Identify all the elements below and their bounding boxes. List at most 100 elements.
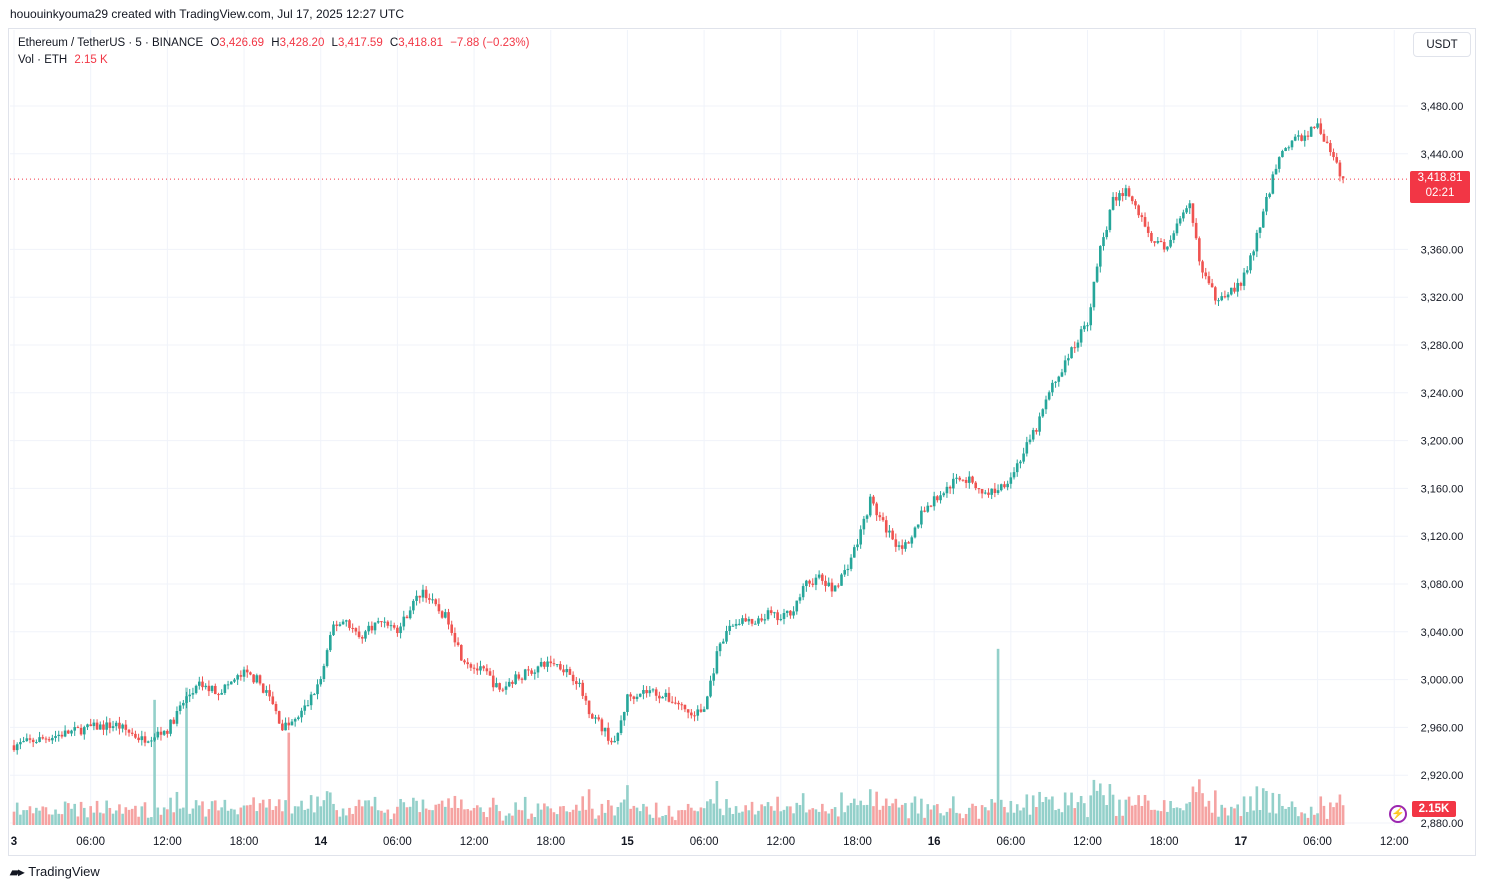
candle-body	[12, 745, 16, 751]
candle-body	[1153, 241, 1156, 243]
last-price-value: 3,418.81	[1417, 172, 1463, 184]
candle-body	[300, 710, 303, 718]
volume-bar	[1338, 794, 1342, 825]
volume-bar	[862, 805, 866, 825]
volume-bar	[584, 809, 588, 825]
legend-high-value: 3,428.20	[279, 37, 325, 49]
time-tick-label: 18:00	[843, 836, 872, 848]
candle-body	[734, 623, 738, 626]
time-axis: 3 06:00 12:00 18:00 14 06:00 12:00 18:00 15 06:00…	[11, 836, 1409, 848]
candle-body	[252, 674, 255, 683]
volume-bar	[73, 803, 77, 825]
volume-bar	[728, 807, 731, 825]
volume-bar	[1293, 807, 1297, 825]
volume-bar	[1015, 804, 1019, 825]
candle-body	[606, 727, 610, 741]
candle-body	[546, 661, 549, 667]
volume-bar	[677, 810, 680, 825]
candle-body	[782, 612, 786, 619]
volume-bar	[974, 805, 977, 825]
price-tick-label: 2,960.00	[1421, 722, 1464, 734]
volume-bar	[127, 809, 131, 825]
candle-body	[1044, 399, 1048, 410]
candle-body	[290, 721, 294, 726]
volume-bar	[977, 818, 981, 825]
volume-bar	[47, 814, 51, 825]
candle-body	[987, 492, 990, 495]
volume-bar	[60, 814, 64, 825]
volume-bar	[987, 810, 990, 825]
volume-bar	[578, 810, 581, 825]
candle-body	[1319, 123, 1323, 134]
candle-body	[952, 478, 955, 489]
volume-bar	[287, 732, 291, 825]
candle-body	[185, 696, 188, 703]
volume-bar	[565, 811, 569, 825]
tradingview-brand[interactable]: ▰▸ TradingView	[10, 864, 100, 879]
volume-bar	[613, 815, 616, 825]
price-tick-label: 3,320.00	[1421, 292, 1464, 304]
volume-bar	[936, 804, 939, 825]
candle-body	[450, 624, 454, 633]
price-tick-label: 2,920.00	[1421, 770, 1464, 782]
candle-body	[1047, 392, 1051, 400]
candle-body	[1300, 135, 1303, 141]
candle-body	[82, 727, 86, 735]
volume-bar	[1319, 796, 1323, 825]
candle-body	[814, 577, 818, 585]
candle-body	[1038, 416, 1041, 432]
volume-bar	[1003, 806, 1006, 825]
candle-body	[862, 518, 866, 530]
volume-bar	[766, 802, 770, 825]
candle-body	[249, 672, 252, 675]
volume-bar	[872, 806, 875, 825]
candle-body	[568, 669, 572, 675]
candle-body	[63, 730, 67, 737]
candle-body	[1341, 176, 1345, 179]
volume-bar	[674, 820, 677, 825]
candle-body	[424, 589, 428, 599]
candle-body	[638, 693, 642, 697]
candle-body	[904, 542, 907, 549]
candle-body	[897, 545, 901, 547]
candle-body	[543, 661, 546, 667]
candle-body	[1035, 430, 1038, 432]
volume-bar	[920, 798, 923, 825]
candle-body	[284, 722, 287, 731]
candle-body	[1236, 282, 1239, 292]
candle-body	[888, 530, 891, 533]
candle-body	[792, 611, 795, 616]
volume-bar	[980, 805, 984, 825]
candle-body	[1041, 409, 1045, 417]
volume-bar	[475, 805, 479, 825]
volume-bar	[383, 812, 386, 825]
candle-body	[376, 621, 380, 623]
candle-body	[54, 736, 57, 738]
candle-body	[1188, 203, 1192, 209]
candle-body	[929, 505, 933, 507]
candle-body	[744, 618, 747, 622]
candle-body	[824, 580, 827, 586]
volume-bar	[76, 816, 80, 825]
legend-volume-label[interactable]: Vol · ETH	[18, 54, 68, 66]
candle-body	[418, 595, 422, 598]
volume-bar	[552, 812, 556, 825]
volume-bar	[1332, 807, 1335, 825]
volume-bar	[482, 811, 485, 825]
volume-bar	[913, 796, 917, 825]
candle-body	[1306, 135, 1310, 137]
candle-body	[1143, 217, 1147, 227]
volume-bar	[67, 803, 70, 825]
volume-bar	[357, 799, 361, 825]
currency-unit-button[interactable]: USDT	[1413, 32, 1471, 57]
legend-symbol[interactable]: Ethereum / TetherUS · 5 · BINANCE	[18, 37, 204, 49]
candle-body	[70, 730, 73, 734]
volume-bar	[495, 804, 498, 825]
candle-body	[399, 626, 402, 634]
lightning-icon[interactable]: ⚡	[1389, 805, 1407, 823]
volume-bar	[888, 805, 891, 825]
volume-bar	[859, 800, 862, 825]
candle-body	[396, 627, 399, 634]
volume-bar	[801, 793, 805, 825]
